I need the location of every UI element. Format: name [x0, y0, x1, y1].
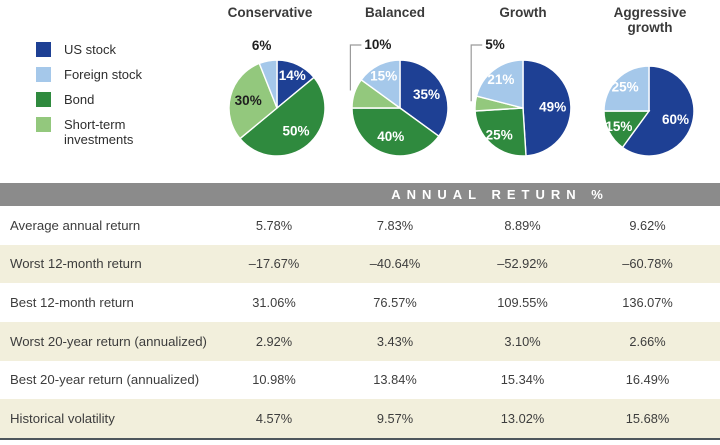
pie-label-aggressive-growth-bond: 15%: [605, 119, 632, 134]
pie-label-aggressive-growth-us-stock: 60%: [662, 112, 689, 127]
legend: US stock Foreign stock Bond Short-term i…: [36, 42, 176, 157]
table-row: Worst 20-year return (annualized) 2.92% 3.…: [0, 321, 720, 361]
row-value-growth: 3.10%: [504, 333, 541, 349]
legend-item-short-term: Short-term investments: [36, 117, 176, 147]
row-value-balanced: 76.57%: [373, 295, 417, 311]
row-value-growth: 8.89%: [504, 217, 541, 233]
row-value-conservative: 10.98%: [252, 372, 296, 388]
legend-item-us-stock: US stock: [36, 42, 176, 57]
row-value-balanced: 9.57%: [376, 411, 414, 427]
foreign-stock-swatch-icon: [36, 67, 51, 82]
pie-slice-conservative-foreign-stock: [258, 59, 278, 109]
callout-line: [349, 44, 362, 91]
legend-label: US stock: [64, 42, 117, 57]
table-header-title: ANNUAL RETURN %: [391, 187, 609, 202]
pie-label-balanced-short-term-investments: 10%: [364, 37, 391, 52]
row-label: Worst 20-year return (annualized): [10, 333, 207, 349]
legend-label: Foreign stock: [64, 67, 143, 82]
row-value-balanced: –40.64%: [369, 256, 421, 272]
row-label: Best 20-year return (annualized): [10, 372, 200, 388]
row-value-balanced: 3.43%: [376, 333, 414, 349]
table-row: Historical volatility 4.57% 9.57% 13.02% 15.…: [0, 399, 720, 438]
bottom-rule: [0, 437, 720, 440]
row-value-growth: 109.55%: [497, 295, 548, 311]
row-label: Average annual return: [10, 217, 141, 233]
pie-label-conservative-us-stock: 14%: [279, 68, 306, 83]
pie-label-aggressive-growth-foreign-stock: 25%: [612, 80, 639, 95]
pie-slice-aggressive-growth-us-stock: [621, 65, 695, 157]
pie-label-growth-us-stock: 49%: [539, 100, 566, 115]
short-term-swatch-icon: [36, 117, 51, 132]
row-value-aggressive-growth: 136.07%: [622, 295, 673, 311]
table-row: Average annual return 5.78% 7.83% 8.89% 9.62…: [0, 206, 720, 245]
row-value-aggressive-growth: 2.66%: [629, 333, 666, 349]
row-value-conservative: 4.57%: [255, 411, 293, 427]
row-value-conservative: 31.06%: [252, 295, 296, 311]
legend-item-foreign-stock: Foreign stock: [36, 67, 176, 82]
row-value-conservative: –17.67%: [248, 256, 300, 272]
row-value-balanced: 13.84%: [373, 372, 417, 388]
row-value-aggressive-growth: 16.49%: [625, 372, 670, 388]
pie-charts: 14% 50% 30% 6% 35% 40% 10% 15% 49% 25% 5% 21% 60% 15%…: [228, 37, 695, 157]
row-value-aggressive-growth: 15.68%: [625, 411, 670, 427]
legend-label: Bond: [64, 92, 95, 107]
pie-slice-balanced-foreign-stock: [360, 59, 401, 110]
pie-label-growth-foreign-stock: 21%: [487, 72, 514, 87]
pie-title-balanced: Balanced: [364, 5, 426, 20]
pie-slice-growth-foreign-stock: [475, 59, 524, 109]
us-stock-swatch-icon: [36, 42, 51, 57]
table-row: Best 12-month return 31.06% 76.57% 109.55% 1…: [0, 283, 720, 322]
pie-label-growth-bond: 25%: [486, 128, 513, 143]
table-row: Worst 12-month return –17.67% –40.64% –52.9…: [0, 244, 720, 284]
row-value-aggressive-growth: 9.62%: [629, 217, 666, 233]
pie-title-conservative: Conservative: [227, 5, 313, 20]
pie-label-balanced-bond: 40%: [377, 129, 404, 144]
pie-label-conservative-short-term-investments: 30%: [235, 93, 262, 108]
pie-slice-balanced-bond: [351, 107, 440, 157]
bond-swatch-icon: [36, 92, 51, 107]
pie-label-balanced-foreign-stock: 15%: [370, 68, 397, 83]
row-label: Best 12-month return: [10, 295, 134, 311]
row-value-conservative: 5.78%: [255, 217, 293, 233]
row-label: Worst 12-month return: [10, 256, 142, 272]
pie-slice-conservative-bond: [239, 76, 326, 157]
pie-slice-balanced-us-stock: [399, 59, 449, 138]
row-value-aggressive-growth: –60.78%: [622, 256, 673, 272]
row-value-growth: –52.92%: [497, 256, 548, 272]
legend-label: Short-term investments: [64, 117, 134, 147]
pie-slice-growth-us-stock: [522, 59, 572, 157]
pie-label-growth-short-term-investments: 5%: [485, 37, 505, 52]
row-value-balanced: 7.83%: [376, 217, 414, 233]
table-header-bar: ANNUAL RETURN %: [0, 183, 720, 206]
pie-label-conservative-foreign-stock: 6%: [252, 38, 272, 53]
callout-line: [470, 44, 483, 102]
table-body: Average annual return 5.78% 7.83% 8.89% 9.62…: [0, 206, 720, 438]
pie-title-aggressive-growth: Aggressive growth: [613, 5, 687, 35]
pie-label-conservative-bond: 50%: [282, 123, 309, 138]
pie-label-balanced-us-stock: 35%: [413, 87, 440, 102]
pie-slice-conservative-short-term-investments: [228, 62, 278, 140]
row-value-conservative: 2.92%: [255, 333, 293, 349]
row-value-growth: 13.02%: [500, 411, 545, 427]
legend-item-bond: Bond: [36, 92, 176, 107]
pie-slice-growth-bond: [474, 107, 527, 157]
pie-slice-aggressive-growth-foreign-stock: [603, 65, 650, 112]
row-value-growth: 15.34%: [500, 372, 545, 388]
annual-return-table: ANNUAL RETURN % Average annual return 5.7…: [0, 183, 720, 440]
table-row: Best 20-year return (annualized) 10.98% 13…: [0, 361, 720, 400]
pie-title-growth: Growth: [499, 5, 547, 20]
pie-section: US stock Foreign stock Bond Short-term i…: [0, 0, 720, 183]
row-label: Historical volatility: [10, 411, 115, 427]
